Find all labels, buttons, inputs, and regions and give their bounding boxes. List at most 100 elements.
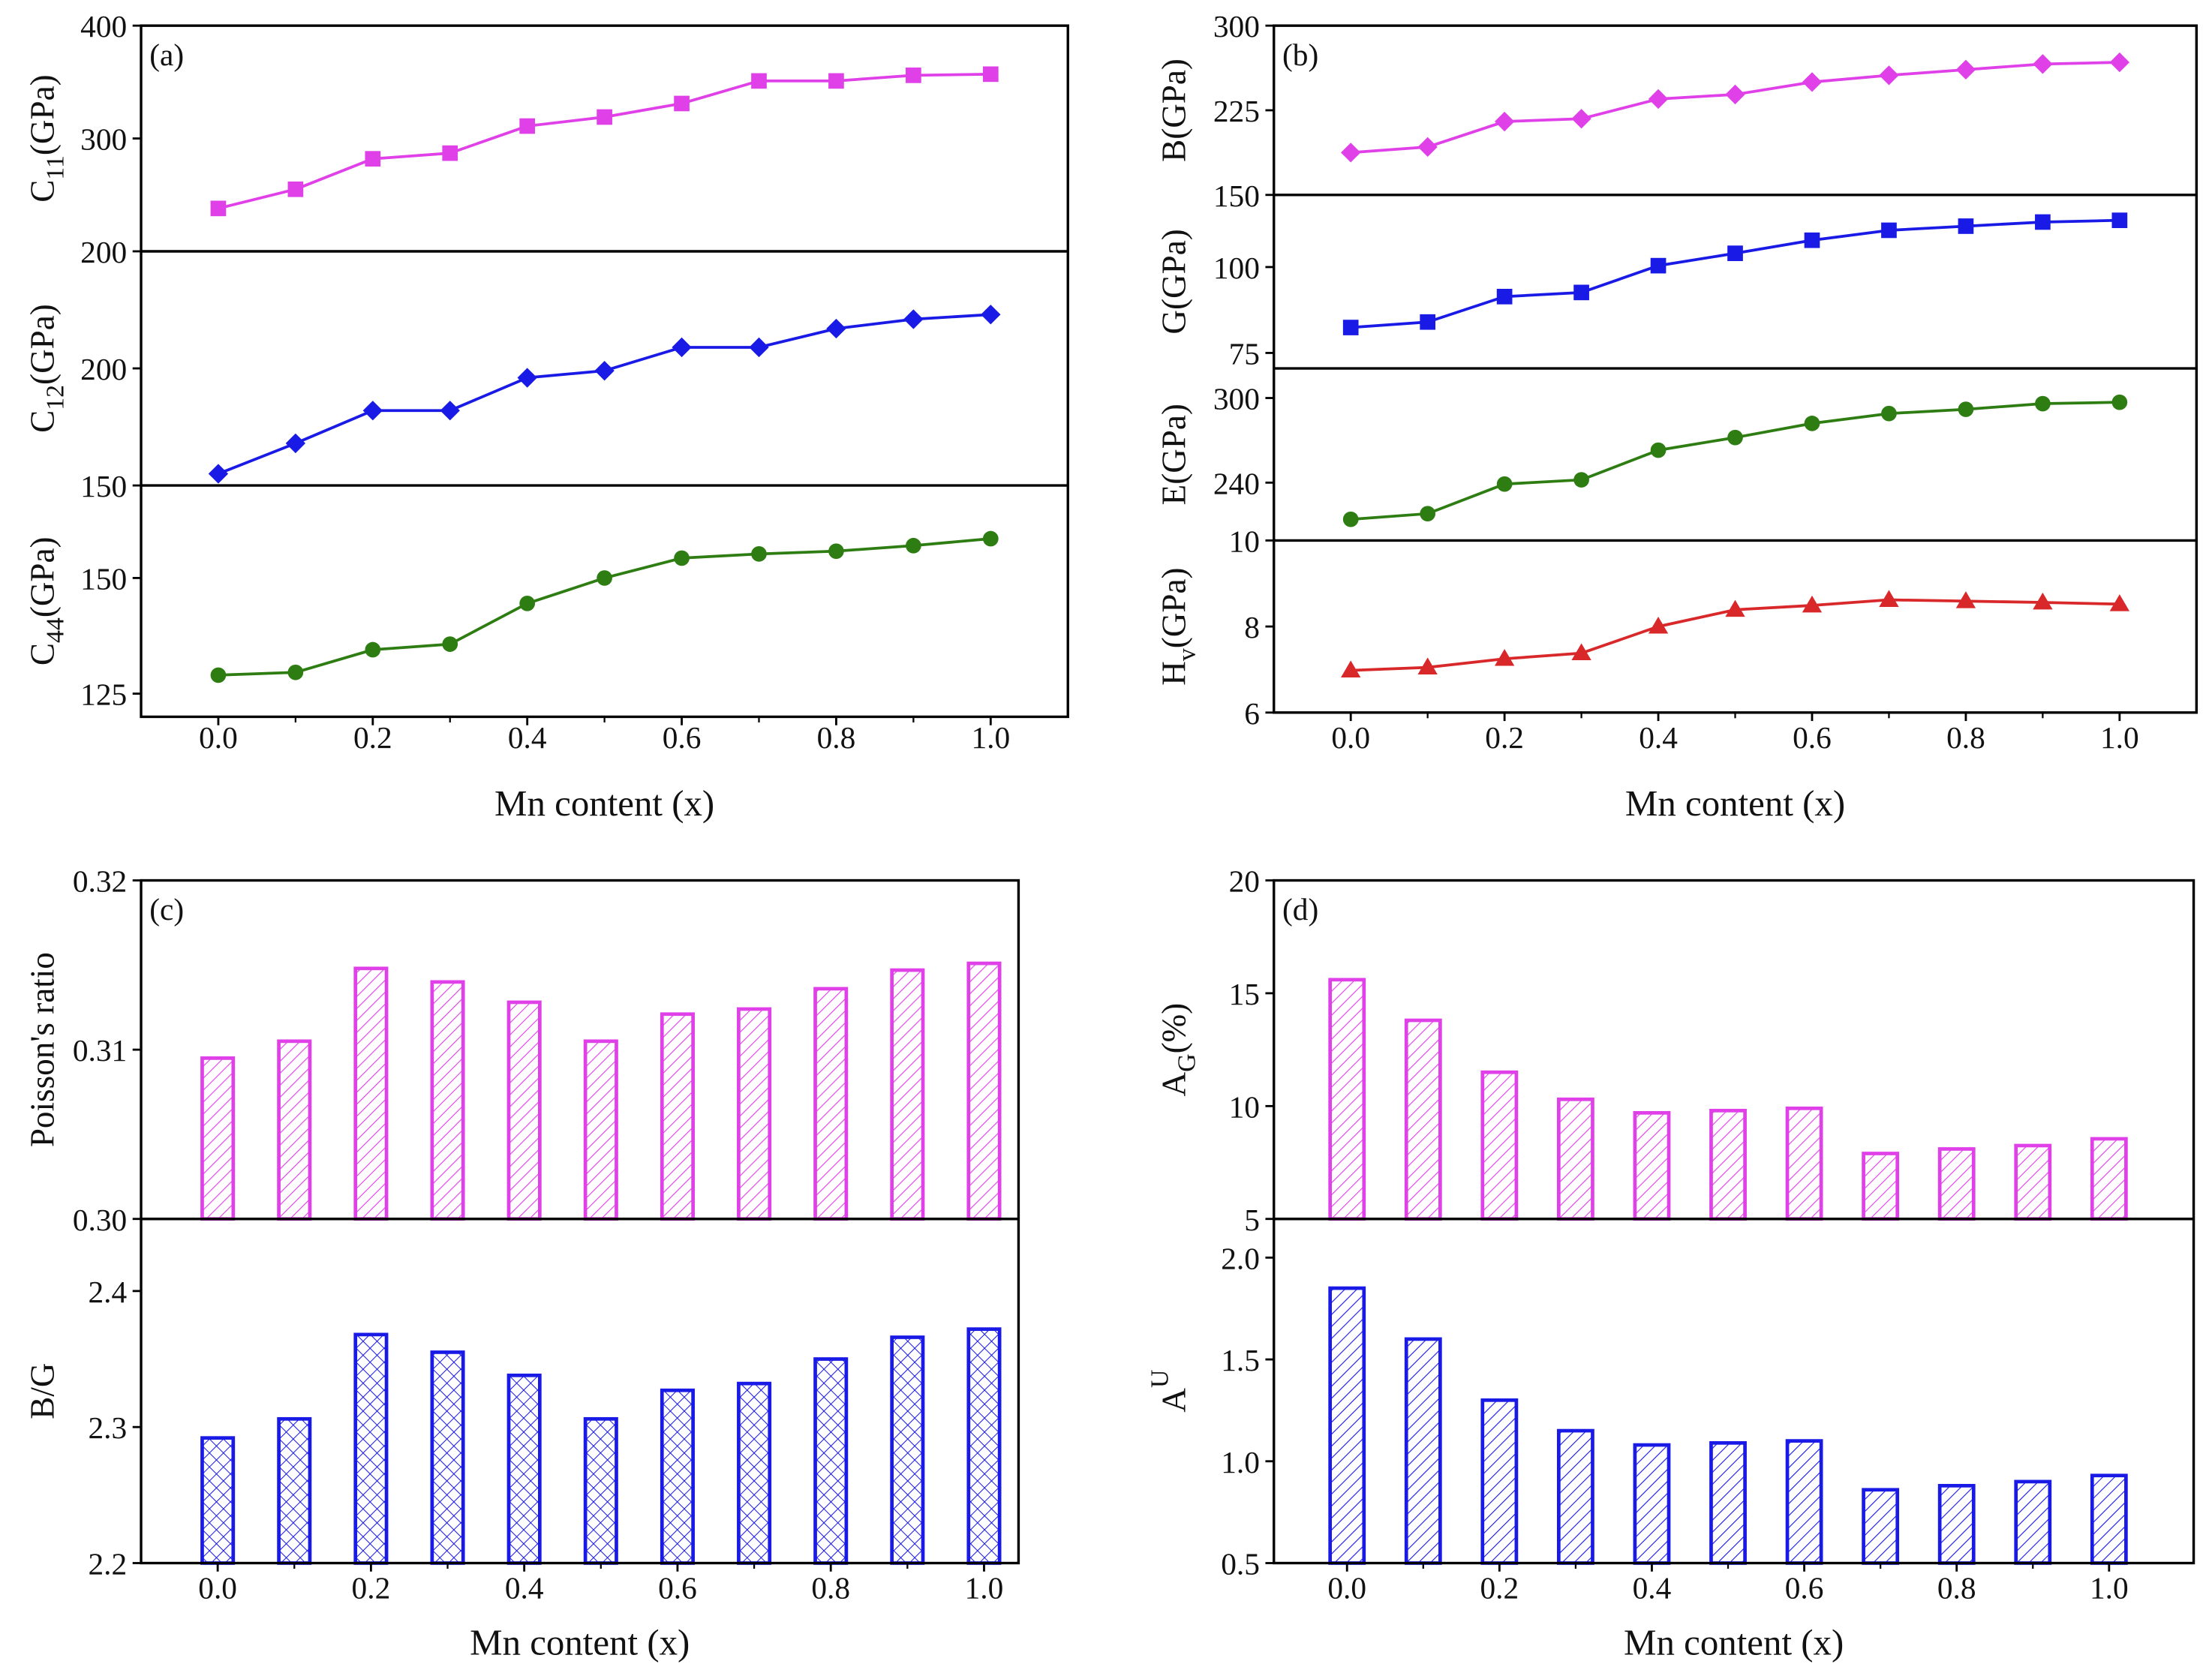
data-point bbox=[287, 181, 304, 197]
data-point bbox=[1417, 657, 1438, 674]
data-point bbox=[1573, 472, 1589, 488]
data-point bbox=[906, 537, 921, 554]
panel-label: (b) bbox=[1282, 38, 1318, 73]
y-tick-label: 240 bbox=[1213, 466, 1260, 500]
data-point bbox=[1341, 660, 1361, 677]
data-point bbox=[982, 66, 999, 83]
y-axis-label-unit: (GPa) bbox=[1155, 59, 1192, 140]
subplot: 150 200 C12(GPa) bbox=[23, 250, 1068, 503]
data-point bbox=[1727, 429, 1743, 446]
y-tick-label: 300 bbox=[1213, 382, 1260, 416]
y-tick-label: 225 bbox=[1213, 94, 1260, 128]
data-point bbox=[749, 337, 769, 358]
bar bbox=[2090, 1473, 2128, 1565]
subplot: 75 100 G(GPa) bbox=[1155, 194, 2197, 371]
data-point bbox=[674, 95, 690, 112]
data-point bbox=[1342, 320, 1359, 335]
y-tick-label: 2.3 bbox=[89, 1410, 128, 1445]
x-tick-label: 0.8 bbox=[1946, 720, 1985, 755]
bar bbox=[277, 1039, 312, 1221]
bar bbox=[1709, 1109, 1747, 1221]
data-point bbox=[1804, 232, 1820, 248]
x-tick-label: 0.0 bbox=[198, 1570, 237, 1605]
data-point bbox=[2033, 54, 2053, 74]
panel-c: 0.30 0.31 0.32 Poisson's ratio 2.2 2.3 2.4 B/G (… bbox=[23, 864, 1020, 1663]
x-tick-label: 0.8 bbox=[811, 1570, 850, 1605]
y-tick-label: 200 bbox=[80, 235, 127, 269]
bar bbox=[813, 987, 849, 1221]
y-axis-label-main: B/G bbox=[23, 1363, 61, 1419]
bar bbox=[200, 1056, 236, 1221]
data-point bbox=[208, 464, 229, 484]
subplot: 0.30 0.31 0.32 Poisson's ratio bbox=[23, 864, 1002, 1237]
y-tick-label: 150 bbox=[1213, 179, 1260, 213]
series-line bbox=[1351, 401, 2120, 521]
y-axis-label-unit: (GPa) bbox=[23, 74, 61, 155]
x-tick-label: 0.4 bbox=[1639, 720, 1678, 755]
data-point bbox=[828, 543, 844, 560]
x-tick-label: 1.0 bbox=[971, 720, 1010, 755]
bar bbox=[966, 1327, 1002, 1565]
bar bbox=[1785, 1439, 1823, 1565]
bar bbox=[1404, 1337, 1442, 1565]
data-point bbox=[828, 73, 844, 89]
y-axis-label-main: C bbox=[23, 410, 61, 433]
y-axis-label: C12(GPa) bbox=[23, 304, 69, 433]
data-point bbox=[1727, 245, 1743, 261]
data-point bbox=[1725, 84, 1745, 105]
x-axis-label: Mn content (x) bbox=[1624, 1622, 1844, 1663]
bar bbox=[1404, 1018, 1442, 1221]
data-point bbox=[1420, 506, 1436, 522]
y-axis-label-unit: (GPa) bbox=[23, 304, 61, 385]
y-tick-label: 300 bbox=[80, 122, 127, 157]
bar bbox=[890, 968, 925, 1221]
data-point bbox=[519, 118, 536, 134]
bar bbox=[583, 1039, 618, 1221]
data-point bbox=[981, 305, 1001, 325]
x-tick-label: 0.2 bbox=[1485, 720, 1524, 755]
data-point bbox=[1955, 591, 1976, 608]
y-axis-label: Poisson's ratio bbox=[23, 952, 61, 1147]
data-point bbox=[597, 109, 612, 125]
x-tick-label: 0.0 bbox=[1327, 1570, 1366, 1605]
bar bbox=[1480, 1070, 1519, 1221]
subplot: 200 300 400 C11(GPa) bbox=[23, 9, 999, 269]
x-axis-label: Mn content (x) bbox=[470, 1622, 690, 1663]
data-point bbox=[1955, 59, 1976, 80]
data-point bbox=[1420, 314, 1436, 330]
data-point bbox=[982, 530, 999, 547]
y-axis-label-main: C bbox=[23, 180, 61, 203]
bar bbox=[2014, 1143, 2052, 1221]
data-point bbox=[442, 636, 458, 652]
x-tick-label: 1.0 bbox=[2090, 1570, 2129, 1605]
y-axis-label-unit: (GPa) bbox=[1155, 229, 1192, 310]
x-axis-label: Mn content (x) bbox=[1625, 782, 1845, 824]
y-axis-label-subscript: G bbox=[1173, 1053, 1201, 1071]
y-axis-label: G(GPa) bbox=[1155, 229, 1192, 334]
y-axis-label-main: C bbox=[23, 643, 61, 665]
y-tick-label: 15 bbox=[1229, 977, 1260, 1011]
subplot: 125 150 C44(GPa) bbox=[23, 484, 1068, 712]
y-tick-label: 6 bbox=[1244, 696, 1260, 731]
bar bbox=[430, 1350, 465, 1565]
subplot: 2.2 2.3 2.4 B/G bbox=[23, 1218, 1019, 1581]
data-point bbox=[1648, 616, 1669, 634]
data-point bbox=[903, 309, 924, 329]
panel-label: (c) bbox=[149, 892, 184, 927]
y-tick-label: 0.32 bbox=[73, 864, 127, 899]
data-point bbox=[1881, 222, 1897, 239]
series-line bbox=[218, 537, 991, 677]
y-axis-label-main: Poisson's ratio bbox=[23, 952, 61, 1147]
y-axis-label-unit: (GPa) bbox=[1155, 404, 1192, 485]
bar bbox=[353, 966, 389, 1221]
data-point bbox=[751, 73, 767, 89]
y-tick-label: 300 bbox=[1213, 9, 1260, 44]
bar bbox=[813, 1357, 849, 1565]
bar bbox=[1328, 978, 1366, 1221]
data-point bbox=[1417, 137, 1438, 158]
data-point bbox=[1342, 511, 1359, 527]
subplot: 5 10 15 20 AG(%) bbox=[1155, 864, 2128, 1237]
y-axis-label-unit: (GPa) bbox=[1155, 567, 1192, 648]
x-tick-label: 0.6 bbox=[663, 720, 702, 755]
data-point bbox=[440, 401, 460, 421]
